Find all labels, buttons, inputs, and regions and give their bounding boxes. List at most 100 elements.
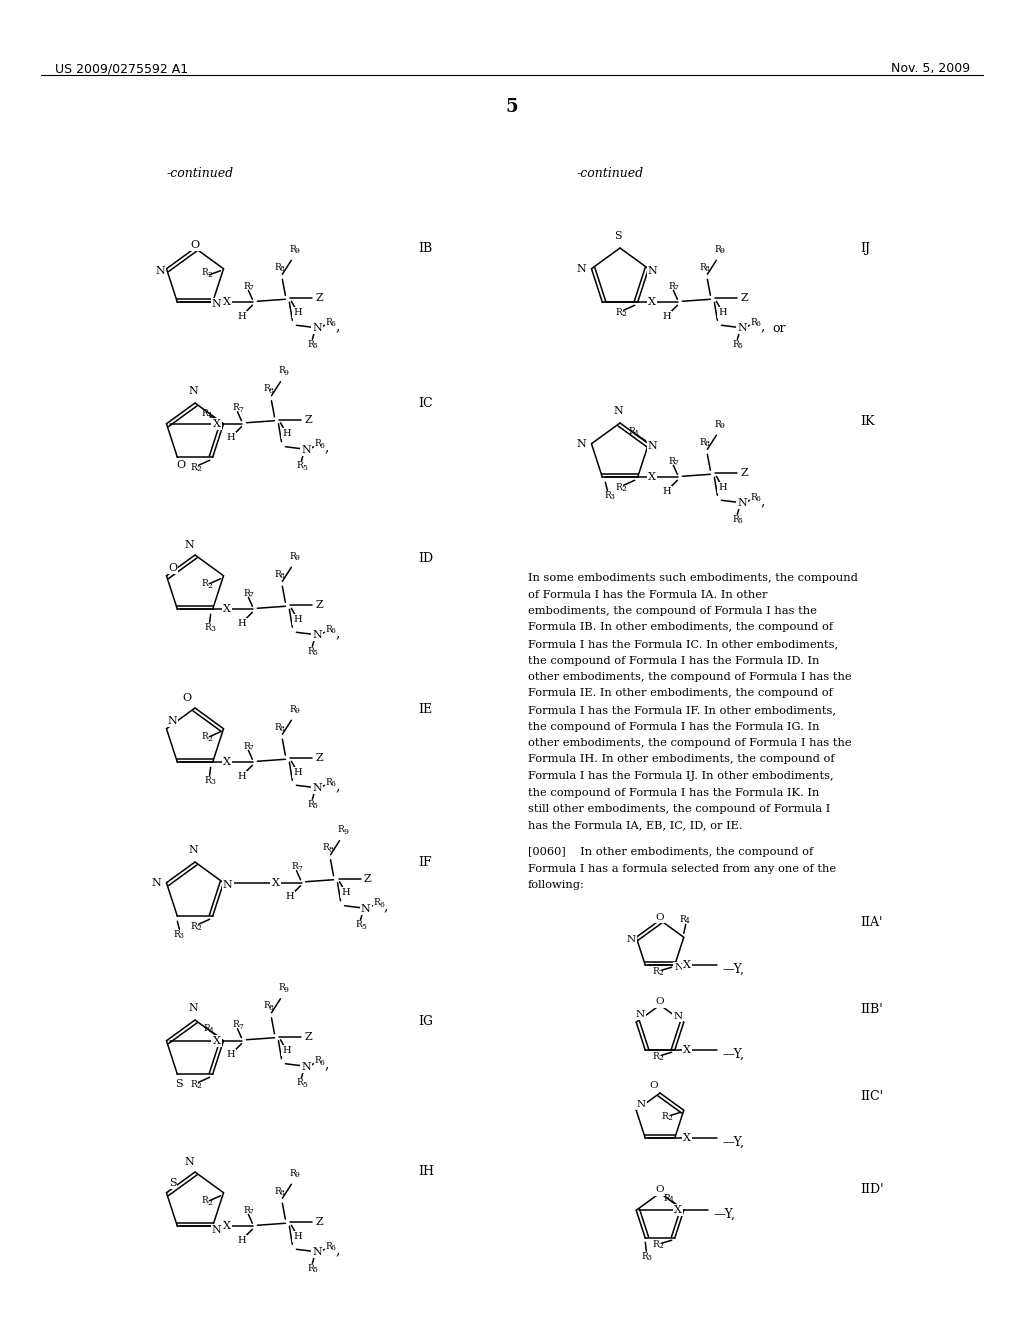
Text: IIB': IIB' <box>860 1003 883 1016</box>
Text: 4: 4 <box>634 430 639 438</box>
Text: R: R <box>615 483 623 492</box>
Text: N: N <box>188 385 198 396</box>
Text: Z: Z <box>315 293 324 304</box>
Text: N: N <box>673 1011 682 1020</box>
Text: 7: 7 <box>249 284 254 292</box>
Text: R: R <box>307 800 314 809</box>
Text: 8: 8 <box>269 387 273 395</box>
Text: R: R <box>274 1187 282 1196</box>
Text: R: R <box>190 463 198 471</box>
Text: N: N <box>737 323 748 333</box>
Text: R: R <box>326 1242 332 1251</box>
Text: R: R <box>732 339 739 348</box>
Text: 5: 5 <box>313 649 317 657</box>
Text: N: N <box>184 540 194 550</box>
Text: R: R <box>292 862 298 871</box>
Text: IID': IID' <box>860 1183 884 1196</box>
Text: ,: , <box>336 779 340 793</box>
Text: S: S <box>614 231 622 242</box>
Text: 9: 9 <box>295 708 300 715</box>
Text: N: N <box>222 879 232 890</box>
Text: 2: 2 <box>207 735 212 743</box>
Text: Z: Z <box>315 1217 324 1228</box>
Text: 9: 9 <box>295 1171 300 1179</box>
Text: ,: , <box>336 1243 340 1257</box>
Text: N: N <box>212 1225 221 1236</box>
Text: IK: IK <box>860 414 874 428</box>
Text: R: R <box>669 457 675 466</box>
Text: N: N <box>188 1003 198 1012</box>
Text: 9: 9 <box>295 554 300 562</box>
Text: R: R <box>244 1205 250 1214</box>
Text: 3: 3 <box>210 779 215 787</box>
Text: R: R <box>699 263 707 272</box>
Text: 9: 9 <box>720 247 725 255</box>
Text: Formula I has a formula selected from any one of the: Formula I has a formula selected from an… <box>528 863 837 874</box>
Text: still other embodiments, the compound of Formula I: still other embodiments, the compound of… <box>528 804 830 814</box>
Text: 3: 3 <box>610 494 614 502</box>
Text: R: R <box>307 647 314 656</box>
Text: N: N <box>312 783 323 793</box>
Text: X: X <box>683 1045 691 1055</box>
Text: R: R <box>652 1052 659 1061</box>
Text: 5: 5 <box>738 342 742 350</box>
Text: R: R <box>307 339 314 348</box>
Text: R: R <box>205 776 211 785</box>
Text: X: X <box>683 960 691 970</box>
Text: R: R <box>326 318 332 327</box>
Text: IE: IE <box>418 704 432 715</box>
Text: R: R <box>190 921 198 931</box>
Text: Nov. 5, 2009: Nov. 5, 2009 <box>891 62 970 75</box>
Text: R: R <box>205 623 211 632</box>
Text: N: N <box>156 265 165 276</box>
Text: S: S <box>175 1080 183 1089</box>
Text: 2: 2 <box>197 1082 201 1090</box>
Text: H: H <box>237 772 246 780</box>
Text: R: R <box>202 579 208 589</box>
Text: R: R <box>274 723 282 731</box>
Text: Z: Z <box>740 469 749 478</box>
Text: S: S <box>169 1177 176 1188</box>
Text: H: H <box>226 1051 234 1059</box>
Text: IF: IF <box>418 855 432 869</box>
Text: R: R <box>290 705 296 714</box>
Text: ,: , <box>761 494 765 508</box>
Text: R: R <box>751 492 757 502</box>
Text: 7: 7 <box>238 1023 243 1031</box>
Text: N: N <box>312 630 323 640</box>
Text: R: R <box>751 318 757 327</box>
Text: 8: 8 <box>328 846 333 854</box>
Text: has the Formula IA, EB, IC, ID, or IE.: has the Formula IA, EB, IC, ID, or IE. <box>528 821 742 830</box>
Text: 8: 8 <box>705 441 710 449</box>
Text: 7: 7 <box>249 1208 254 1216</box>
Text: R: R <box>662 1111 669 1121</box>
Text: X: X <box>674 1205 682 1216</box>
Text: 2: 2 <box>207 1199 212 1206</box>
Text: R: R <box>338 825 344 834</box>
Text: 9: 9 <box>343 828 348 836</box>
Text: O: O <box>190 240 200 249</box>
Text: 6: 6 <box>756 321 761 329</box>
Text: Z: Z <box>364 874 372 883</box>
Text: 7: 7 <box>238 405 243 413</box>
Text: —Y,: —Y, <box>722 1048 744 1061</box>
Text: 2: 2 <box>622 310 626 318</box>
Text: IIA': IIA' <box>860 916 883 929</box>
Text: 6: 6 <box>379 900 384 908</box>
Text: X: X <box>213 1036 220 1045</box>
Text: R: R <box>274 570 282 578</box>
Text: R: R <box>202 409 208 418</box>
Text: H: H <box>293 768 302 776</box>
Text: N: N <box>188 845 198 855</box>
Text: 2: 2 <box>668 1114 672 1122</box>
Text: N: N <box>647 265 657 276</box>
Text: ,: , <box>325 441 329 454</box>
Text: O: O <box>655 998 665 1006</box>
Text: X: X <box>223 758 231 767</box>
Text: R: R <box>629 428 635 436</box>
Text: N: N <box>636 1010 645 1019</box>
Text: 7: 7 <box>297 865 302 873</box>
Text: O: O <box>655 1185 665 1195</box>
Text: —Y,: —Y, <box>714 1208 735 1221</box>
Text: N: N <box>312 323 323 333</box>
